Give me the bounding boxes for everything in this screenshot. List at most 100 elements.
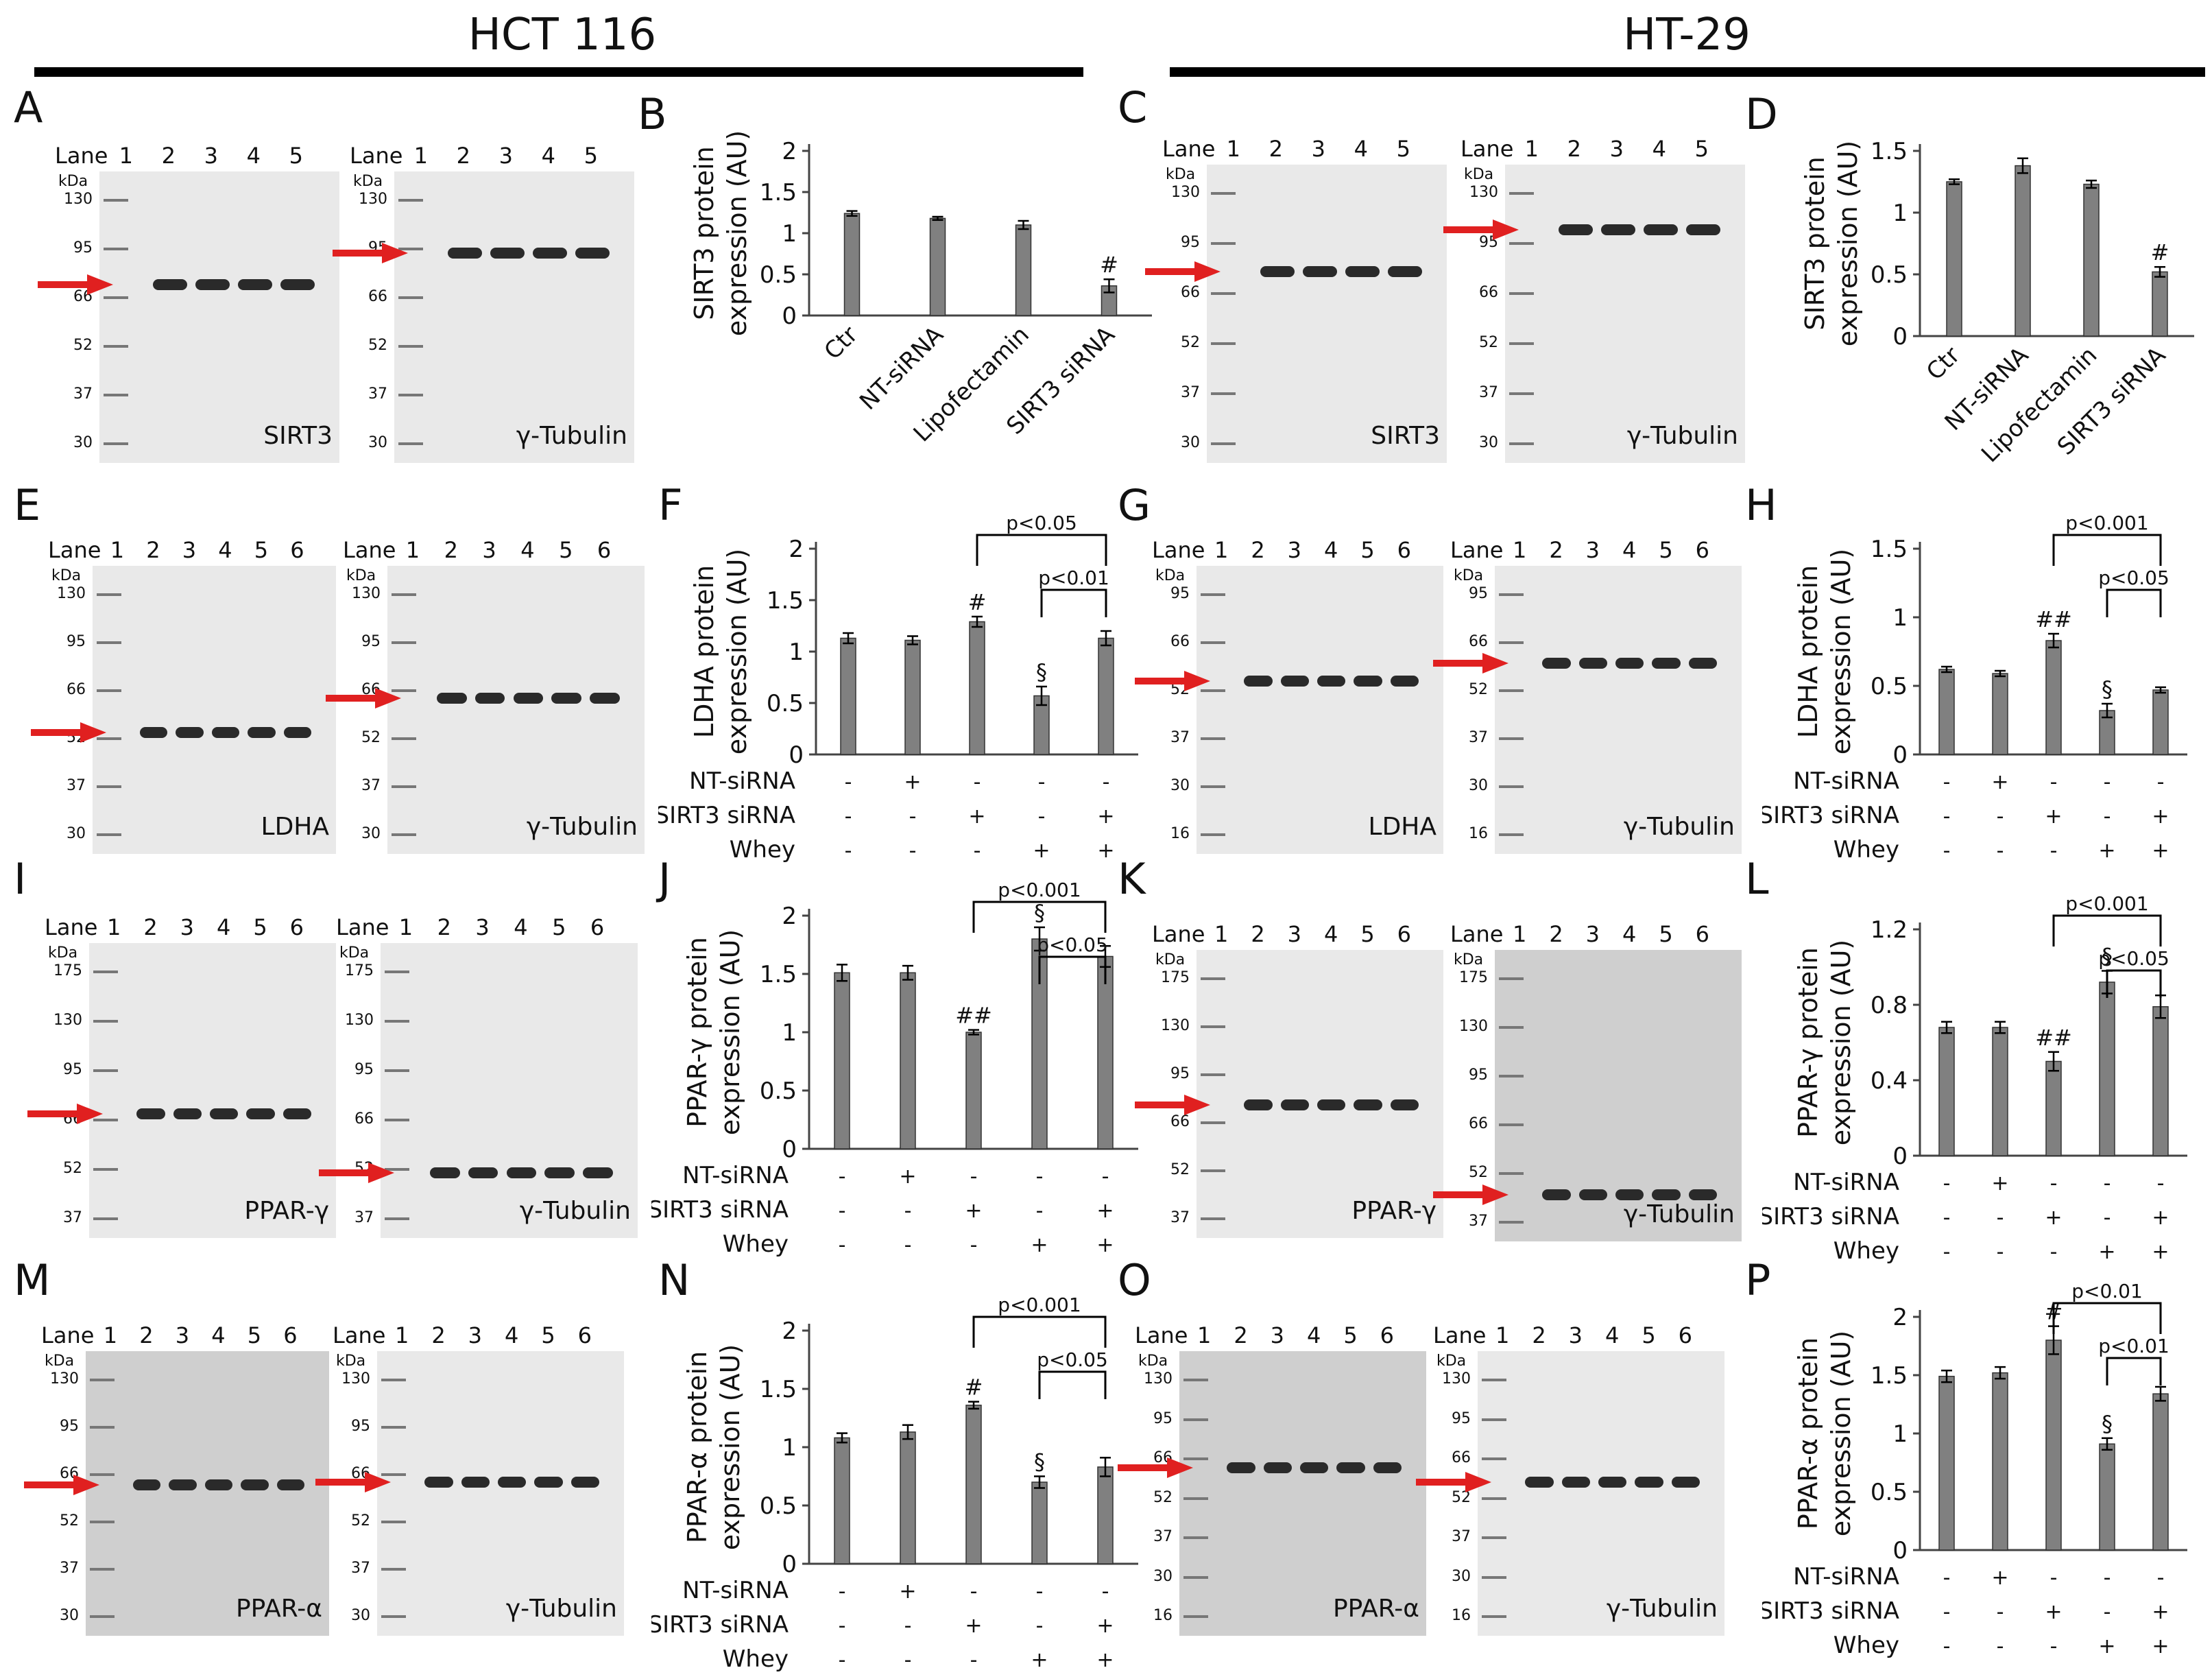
protein-band [1354, 1099, 1382, 1111]
protein-band [1263, 1462, 1292, 1473]
protein-band [1244, 675, 1273, 687]
protein-band [238, 279, 272, 291]
marker-weight: 95 [1469, 585, 1488, 602]
lane-number: 5 [1360, 537, 1375, 563]
ladder-band [1201, 1121, 1225, 1124]
lane-number: 3 [1287, 537, 1302, 563]
category-label: Ctr [1921, 342, 1965, 385]
ladder-band [90, 1426, 115, 1429]
treatment-sign: - [1943, 1566, 1951, 1590]
y-tick-label: 1 [789, 639, 804, 666]
bar [1015, 224, 1032, 316]
treatment-row-label: NT-siRNA [682, 1577, 789, 1604]
marker-weight: 30 [368, 434, 387, 451]
western-blot-image [387, 566, 645, 854]
treatment-sign: - [839, 1614, 846, 1638]
protein-band [282, 1108, 311, 1119]
kda-label: kDa [1454, 567, 1484, 584]
ladder-band [1482, 1379, 1506, 1381]
protein-band [246, 1108, 275, 1119]
marker-weight: 130 [1459, 1018, 1488, 1035]
lane-number: 3 [1270, 1322, 1285, 1348]
ladder-band [398, 296, 423, 299]
treatment-sign: + [2152, 1240, 2169, 1264]
lane-number: 5 [253, 914, 267, 940]
ladder-band [93, 1168, 118, 1171]
protein-band [1688, 658, 1717, 669]
protein-band [461, 1476, 490, 1488]
lane-number: 1 [413, 143, 428, 169]
treatment-sign: - [1943, 805, 1951, 829]
protein-band [1345, 265, 1380, 277]
marker-weight: 37 [1469, 1213, 1488, 1230]
marker-weight: 95 [1181, 234, 1200, 251]
protein-band [1578, 658, 1607, 669]
protein-band [575, 247, 610, 259]
lane-header: Lane [343, 537, 396, 563]
protein-band [1525, 1476, 1554, 1488]
panel-label-A: A [14, 82, 43, 132]
treatment-sign: - [1036, 1165, 1044, 1189]
treatment-sign: + [968, 805, 985, 829]
y-tick-label: 0.4 [1871, 1067, 1908, 1095]
kda-label: kDa [1138, 1353, 1168, 1370]
lane-number: 4 [1324, 537, 1338, 563]
protein-name: PPAR-α [235, 1595, 322, 1623]
significance-bracket [2052, 1302, 2162, 1334]
ladder-band [392, 641, 416, 644]
p-value-label: p<0.05 [2098, 567, 2169, 589]
bar [2045, 1339, 2062, 1551]
protein-name: γ-Tubulin [519, 1197, 631, 1225]
significance-mark: § [2102, 944, 2113, 970]
ladder-band [1201, 833, 1225, 836]
ladder-band [398, 345, 423, 348]
lane-number: 5 [1694, 136, 1709, 162]
marker-weight: 52 [1469, 681, 1488, 698]
significance-mark: ## [955, 1003, 992, 1029]
marker-weight: 37 [67, 777, 86, 794]
p-value-label: p<0.001 [998, 1294, 1081, 1316]
y-tick-label: 1.5 [1871, 1362, 1908, 1390]
lane-header: Lane [55, 143, 108, 169]
lane-header: Lane [1433, 1322, 1486, 1348]
ladder-band [1509, 242, 1534, 245]
y-tick-label: 1 [782, 220, 797, 248]
marker-weight: 66 [1469, 633, 1488, 650]
y-tick-label: 0.5 [760, 261, 797, 289]
y-tick-label: 1 [1892, 1420, 1908, 1448]
marker-weight: 130 [359, 191, 387, 208]
protein-band [583, 1167, 613, 1178]
ladder-band [1482, 1497, 1506, 1500]
y-tick-label: 2 [782, 903, 797, 930]
treatment-sign: - [1997, 1240, 2004, 1264]
treatment-sign: - [1036, 1199, 1044, 1223]
lane-number: 2 [1549, 921, 1563, 947]
ladder-band [381, 1521, 406, 1523]
y-axis-label: PPAR-α protein expression (AU) [682, 1344, 745, 1551]
lane-number: 2 [1251, 921, 1265, 947]
treatment-sign: - [1102, 1580, 1109, 1604]
treatment-sign: - [1943, 1240, 1951, 1264]
ladder-band [104, 394, 128, 396]
ladder-band [97, 833, 121, 836]
treatment-row-label: SIRT3 siRNA [651, 1611, 789, 1639]
treatment-sign: - [904, 1614, 912, 1638]
marker-weight: 52 [1153, 1488, 1173, 1506]
treatment-sign: - [2050, 1634, 2058, 1658]
panel-label-L: L [1745, 854, 1769, 904]
y-axis-label: LDHA protein expression (AU) [1793, 549, 1856, 755]
marker-weight: 95 [60, 1418, 79, 1435]
marker-weight: 52 [351, 1512, 370, 1529]
ladder-band [97, 689, 121, 692]
p-value-label: p<0.01 [1038, 567, 1109, 589]
ladder-band [97, 785, 121, 788]
treatment-sign: - [1103, 770, 1110, 794]
marker-weight: 66 [1469, 1115, 1488, 1132]
lane-word: Lane [55, 143, 108, 169]
lane-number: 3 [1585, 921, 1600, 947]
ladder-band [398, 442, 423, 445]
lane-number: 2 [1549, 537, 1563, 563]
treatment-sign: + [899, 1580, 916, 1604]
y-tick-label: 1.2 [1871, 916, 1908, 944]
